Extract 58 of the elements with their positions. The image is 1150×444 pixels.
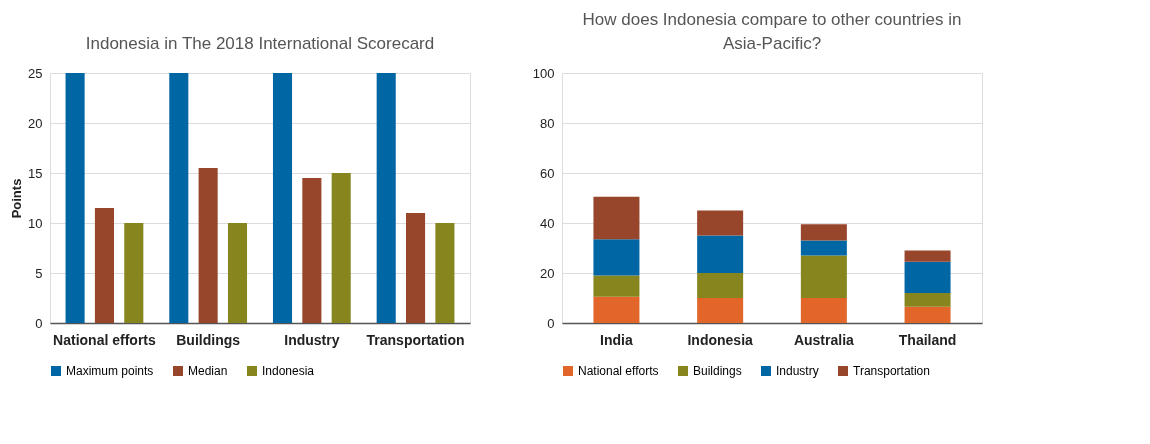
chart-title: How does Indonesia compare to other countries in Asia-Pacific? xyxy=(582,10,962,53)
bar xyxy=(302,178,322,323)
bar xyxy=(800,224,847,241)
bar xyxy=(593,296,640,323)
bar xyxy=(198,168,218,323)
x-tick-label: National efforts xyxy=(53,331,156,348)
y-tick-label: 0 xyxy=(35,315,43,331)
bar xyxy=(376,73,396,323)
bar xyxy=(227,223,248,323)
chart-title: Indonesia in The 2018 International Scorecard xyxy=(85,34,435,53)
y-tick-label: 60 xyxy=(540,165,555,181)
legend-label: Maximum points xyxy=(66,364,154,378)
x-tick-label: Transportation xyxy=(366,331,465,348)
bar xyxy=(800,298,847,323)
bar xyxy=(697,273,744,298)
bar xyxy=(904,306,951,323)
bar xyxy=(904,261,951,293)
bar xyxy=(593,275,640,297)
legend-label: Transportation xyxy=(853,364,930,378)
bar xyxy=(124,223,144,323)
legend-label: Indonesia xyxy=(262,364,315,378)
y-tick-label: 0 xyxy=(547,315,555,331)
bar xyxy=(435,223,455,323)
x-tick-label: Buildings xyxy=(176,331,241,348)
y-tick-label: 20 xyxy=(28,115,43,131)
bar xyxy=(800,255,847,298)
y-tick-label: 10 xyxy=(28,215,43,231)
y-tick-label: 40 xyxy=(540,215,555,231)
bar xyxy=(593,239,640,276)
bar xyxy=(169,73,189,323)
legend-label: Industry xyxy=(776,364,819,378)
bar xyxy=(94,208,114,323)
x-tick-label: Indonesia xyxy=(687,331,754,348)
y-tick-label: 5 xyxy=(35,265,43,281)
y-tick-label: 80 xyxy=(540,115,555,131)
bar xyxy=(331,173,351,323)
y-axis-title: Points xyxy=(9,178,25,219)
y-tick-label: 20 xyxy=(540,265,555,281)
legend-label: Buildings xyxy=(693,364,742,378)
bar xyxy=(593,196,640,240)
bar xyxy=(272,73,293,323)
bar xyxy=(697,298,744,323)
legend-label: Median xyxy=(188,364,228,378)
bar xyxy=(800,240,847,256)
bar xyxy=(904,250,951,262)
x-tick-label: Industry xyxy=(284,331,340,348)
bar xyxy=(406,213,426,323)
bar xyxy=(65,73,85,323)
legend-label: National efforts xyxy=(578,364,659,378)
y-tick-label: 15 xyxy=(28,165,43,181)
bar xyxy=(697,235,744,273)
y-tick-label: 100 xyxy=(532,65,555,81)
y-tick-label: 25 xyxy=(28,65,43,81)
bar xyxy=(904,293,951,307)
x-tick-label: India xyxy=(600,331,633,348)
bar xyxy=(697,210,744,236)
x-tick-label: Thailand xyxy=(898,331,957,348)
x-tick-label: Australia xyxy=(793,331,855,348)
